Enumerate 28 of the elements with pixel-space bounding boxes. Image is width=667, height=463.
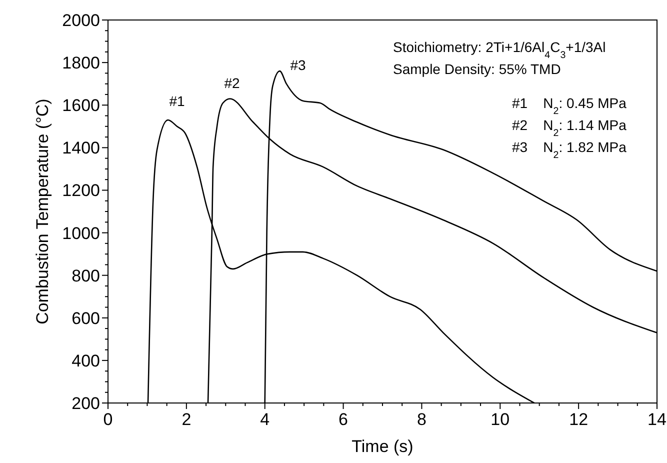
x-tick-label: 10 [490,410,510,429]
x-tick-label: 12 [569,410,588,429]
y-tick-label: 1400 [62,138,100,158]
x-tick-label: 6 [338,410,348,429]
annotation: #3 N$_{2}$: 1.82 MPa [512,139,627,160]
x-axis-title: Time (s) [352,437,414,456]
annotation: Sample Density: 55% TMD [393,61,561,77]
y-tick-label: 600 [72,308,100,328]
x-tick-label: 14 [648,410,666,429]
x-tick-label: 0 [103,410,113,429]
annotation: #1 N$_{2}$: 0.45 MPa [512,95,627,116]
y-tick-label: 1200 [62,181,100,200]
y-axis-title: Combustion Temperature (°C) [33,98,52,324]
annotation: Stoichiometry: 2Ti+1/6Al$_{4}$C$_{3}$+1/3Al [393,39,606,60]
x-tick-label: 2 [182,410,192,429]
x-tick-label: 8 [416,410,426,429]
annotation: #1 [169,93,185,109]
x-tick-label: 4 [260,410,270,429]
y-tick-label: 2000 [62,11,100,30]
y-tick-label: 1000 [62,224,100,243]
y-tick-label: 200 [72,394,100,413]
y-tick-label: 400 [72,351,100,370]
y-tick-label: 1600 [62,96,100,116]
y-tick-label: 800 [72,266,100,286]
annotation: #2 [224,75,240,91]
annotation: #2 N$_{2}$: 1.14 MPa [512,117,627,138]
annotation: #3 [290,57,306,73]
y-tick-label: 1800 [62,54,100,73]
